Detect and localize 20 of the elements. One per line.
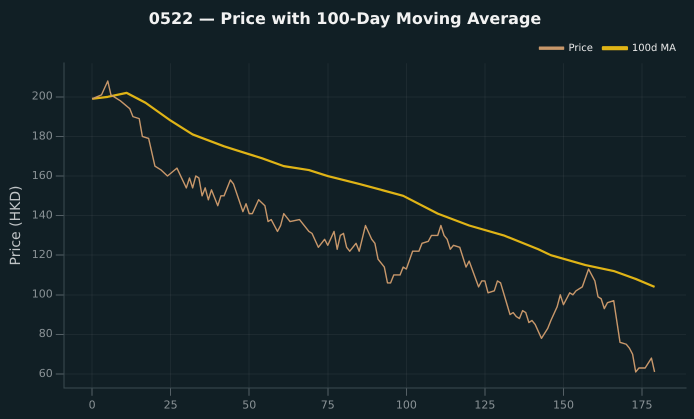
chart-title: 0522 — Price with 100-Day Moving Average [148,8,542,28]
x-tick-label: 0 [88,398,96,412]
x-tick-label: 175 [632,398,653,412]
x-tick-label: 50 [242,398,256,412]
x-tick-label: 150 [552,398,574,412]
y-tick-label: 180 [32,129,53,142]
y-tick-label: 160 [32,168,53,182]
legend-label: 100d MA [632,42,676,54]
y-tick-label: 80 [38,327,53,340]
x-tick-label: 25 [164,398,178,412]
legend-label: Price [568,42,593,54]
x-tick-label: 100 [396,398,417,412]
x-tick-label: 125 [474,398,496,412]
y-axis-title: Price (HKD) [8,185,24,266]
y-tick-label: 120 [32,248,53,262]
x-tick-label: 75 [320,398,335,412]
y-tick-label: 140 [32,208,53,222]
y-tick-label: 60 [38,366,53,380]
y-tick-label: 200 [32,90,53,103]
y-tick-label: 100 [32,288,53,301]
